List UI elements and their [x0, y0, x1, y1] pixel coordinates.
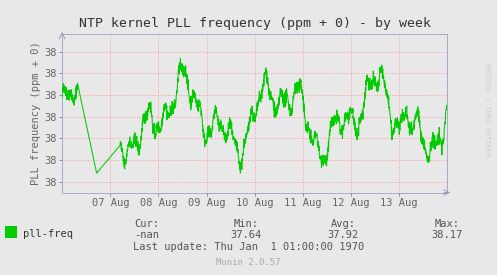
Text: pll-freq: pll-freq: [23, 229, 74, 238]
Text: Munin 2.0.57: Munin 2.0.57: [216, 258, 281, 267]
Text: Cur:: Cur:: [134, 219, 159, 229]
Title: NTP kernel PLL frequency (ppm + 0) - by week: NTP kernel PLL frequency (ppm + 0) - by …: [79, 17, 431, 31]
Text: -nan: -nan: [134, 230, 159, 240]
Text: 37.64: 37.64: [231, 230, 261, 240]
Text: Min:: Min:: [234, 219, 258, 229]
Y-axis label: PLL frequency (ppm + 0): PLL frequency (ppm + 0): [31, 42, 41, 185]
Text: RRDTOOL / TOBI OETIKER: RRDTOOL / TOBI OETIKER: [484, 63, 490, 157]
Text: Last update: Thu Jan  1 01:00:00 1970: Last update: Thu Jan 1 01:00:00 1970: [133, 242, 364, 252]
Text: 38.17: 38.17: [432, 230, 463, 240]
Text: Max:: Max:: [435, 219, 460, 229]
Text: Avg:: Avg:: [331, 219, 355, 229]
Text: 37.92: 37.92: [328, 230, 358, 240]
